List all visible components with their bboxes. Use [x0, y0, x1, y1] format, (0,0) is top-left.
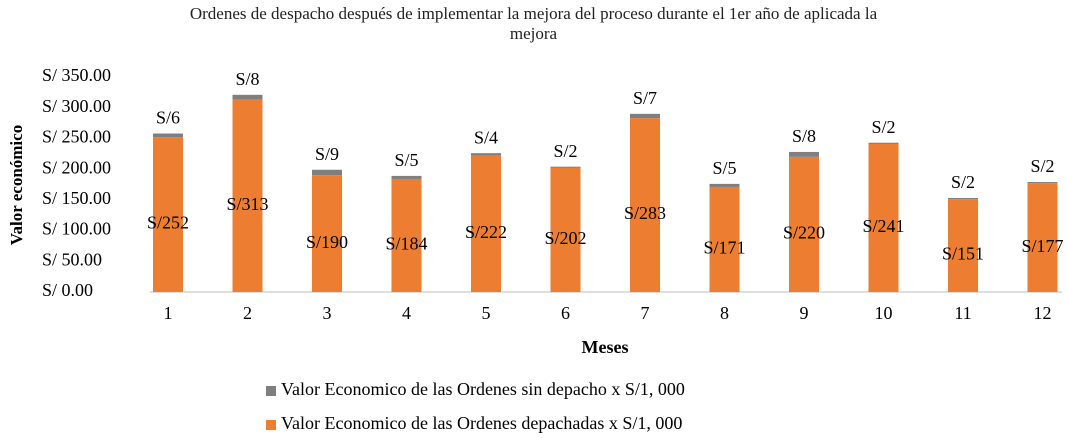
data-label: S/283: [624, 203, 666, 223]
data-label: S/202: [544, 228, 586, 248]
bar-segment: [471, 155, 501, 292]
x-tick-label: 10: [875, 303, 893, 323]
legend-swatch: [266, 420, 276, 430]
data-label: S/190: [306, 232, 348, 252]
bar-segment: [153, 133, 183, 138]
x-tick-label: 11: [954, 303, 971, 323]
x-tick-label: 9: [800, 303, 809, 323]
data-label: S/7: [633, 88, 657, 108]
data-label: S/9: [315, 144, 339, 164]
x-tick-label: 7: [641, 303, 650, 323]
x-tick-label: 4: [402, 303, 411, 323]
x-tick-label: 5: [482, 303, 491, 323]
legend-label: Valor Economico de las Ordenes depachada…: [281, 413, 682, 433]
y-tick-label: S/ 350.00: [42, 65, 111, 85]
bar-segment: [630, 113, 660, 119]
title-box: Ordenes de despacho después de implement…: [0, 4, 1067, 44]
y-tick-label: S/ 100.00: [42, 219, 111, 239]
bar-segment: [789, 156, 819, 292]
bar-segment: [391, 175, 422, 179]
bar-segment: [550, 167, 581, 292]
data-label: S/8: [235, 69, 259, 89]
x-tick-label: 12: [1034, 303, 1052, 323]
bar-segment: [948, 198, 978, 200]
bar-segment: [471, 153, 501, 156]
legend-label: Valor Economico de las Ordenes sin depac…: [281, 379, 685, 399]
bar-segment: [948, 199, 978, 292]
chart-title: Ordenes de despacho después de implement…: [189, 4, 878, 43]
y-tick-label: S/ 200.00: [42, 157, 111, 177]
bar-segment: [1027, 183, 1058, 292]
data-label: S/2: [1030, 156, 1054, 176]
data-label: S/5: [712, 158, 736, 178]
x-tick-label: 1: [164, 303, 173, 323]
bar-segment: [709, 183, 740, 187]
y-axis-label: Valor económico: [7, 125, 26, 245]
x-tick-label: 6: [561, 303, 570, 323]
data-label: S/6: [156, 108, 180, 128]
bar-segment: [868, 143, 899, 292]
bar-segment: [1027, 182, 1058, 184]
data-label: S/171: [703, 238, 745, 258]
bar-segment: [550, 166, 581, 168]
x-tick-label: 2: [243, 303, 252, 323]
data-label: S/222: [465, 222, 507, 242]
bar-segment: [789, 151, 819, 157]
x-tick-label: 8: [720, 303, 729, 323]
legend-swatch: [266, 386, 276, 396]
data-label: S/5: [394, 150, 418, 170]
x-axis-label: Meses: [582, 337, 629, 357]
data-label: S/151: [942, 244, 984, 264]
bar-segment: [630, 118, 660, 293]
y-tick-label: S/ 300.00: [42, 96, 111, 116]
bar-segment: [868, 142, 899, 144]
data-label: S/2: [951, 172, 975, 192]
y-tick-label: S/ 250.00: [42, 127, 111, 147]
bar-segment: [312, 169, 342, 176]
data-label: S/8: [792, 126, 816, 146]
data-label: S/2: [553, 141, 577, 161]
data-label: S/184: [385, 234, 427, 254]
x-tick-label: 3: [323, 303, 332, 323]
y-tick-label: S/ 150.00: [42, 188, 111, 208]
data-label: S/220: [783, 223, 825, 243]
y-tick-label: S/ 0.00: [42, 280, 93, 300]
bar-segment: [709, 186, 740, 292]
bar-segment: [312, 175, 342, 292]
data-label: S/313: [226, 194, 268, 214]
bar-segment: [232, 94, 263, 100]
bar-segment: [232, 99, 263, 292]
data-label: S/177: [1021, 236, 1063, 256]
data-label: S/241: [862, 216, 904, 236]
y-tick-label: S/ 50.00: [42, 249, 102, 269]
data-label: S/4: [474, 127, 498, 147]
data-label: S/2: [871, 117, 895, 137]
bar-segment: [391, 178, 422, 292]
bar-segment: [153, 137, 183, 292]
data-label: S/252: [147, 213, 189, 233]
